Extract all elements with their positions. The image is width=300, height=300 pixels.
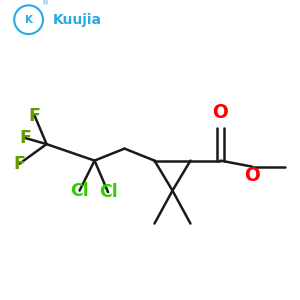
Text: Cl: Cl xyxy=(99,183,117,201)
Text: ®: ® xyxy=(42,1,50,7)
Text: K: K xyxy=(25,15,33,25)
Text: F: F xyxy=(20,129,32,147)
Text: Cl: Cl xyxy=(70,182,89,200)
Text: F: F xyxy=(14,154,26,172)
Text: F: F xyxy=(29,106,40,124)
Text: Kuujia: Kuujia xyxy=(52,13,102,27)
Text: O: O xyxy=(212,103,228,122)
Text: O: O xyxy=(244,166,260,185)
